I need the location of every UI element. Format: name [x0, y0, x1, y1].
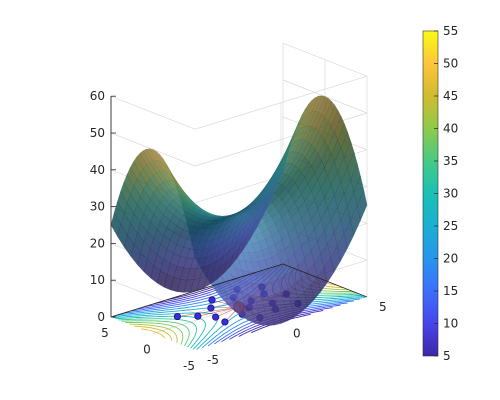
x-axis-line — [282, 263, 368, 298]
colorbar-tick-label: 35 — [443, 154, 458, 168]
colorbar-tick-label: 10 — [443, 317, 458, 331]
colorbar-tick-label: 15 — [443, 284, 458, 298]
y-tick-label: -5 — [207, 353, 219, 367]
z-tick-label: 10 — [90, 273, 105, 287]
sample-marker — [194, 312, 202, 320]
z-tick-label: 60 — [90, 89, 105, 103]
surface-patch — [110, 212, 122, 238]
colorbar-tick-label: 55 — [443, 24, 458, 38]
grid-line-z-left — [110, 279, 196, 314]
z-tick-label: 50 — [90, 126, 105, 140]
z-tick-label: 20 — [90, 236, 105, 250]
colorbar-tick-label: 20 — [443, 252, 458, 266]
colorbar-tick-label: 5 — [443, 349, 451, 363]
z-tick-label: 0 — [97, 310, 105, 324]
sample-marker — [212, 313, 220, 321]
z-tick-label: 40 — [90, 163, 105, 177]
colorbar-tick-label: 50 — [443, 57, 458, 71]
colorbar: 5 10 15 20 25 30 35 40 45 50 55 — [422, 24, 458, 363]
colorbar-ticks: 5 10 15 20 25 30 35 40 45 50 55 — [434, 24, 458, 363]
z-tick-label: 30 — [90, 200, 105, 214]
y-tick-label: 0 — [293, 327, 301, 341]
grid-line-z-side — [282, 42, 368, 77]
colorbar-tick-label: 40 — [443, 122, 458, 136]
saddle-surface — [110, 95, 368, 326]
colorbar-tick-label: 25 — [443, 219, 458, 233]
sample-marker — [173, 312, 181, 321]
sample-marker — [208, 296, 216, 304]
x-tick-label: -5 — [183, 359, 195, 373]
y-tick-label: 5 — [379, 300, 387, 314]
x-tick-label: 5 — [101, 326, 109, 340]
sample-marker — [207, 304, 215, 312]
marker-link — [177, 306, 240, 317]
y-axis-line — [110, 263, 284, 318]
sample-marker — [221, 318, 229, 326]
grid-line-z-left — [110, 95, 196, 130]
x-tick-label: 0 — [143, 343, 151, 357]
colorbar-tick-label: 30 — [443, 187, 458, 201]
colorbar-tick-label: 45 — [443, 89, 458, 103]
